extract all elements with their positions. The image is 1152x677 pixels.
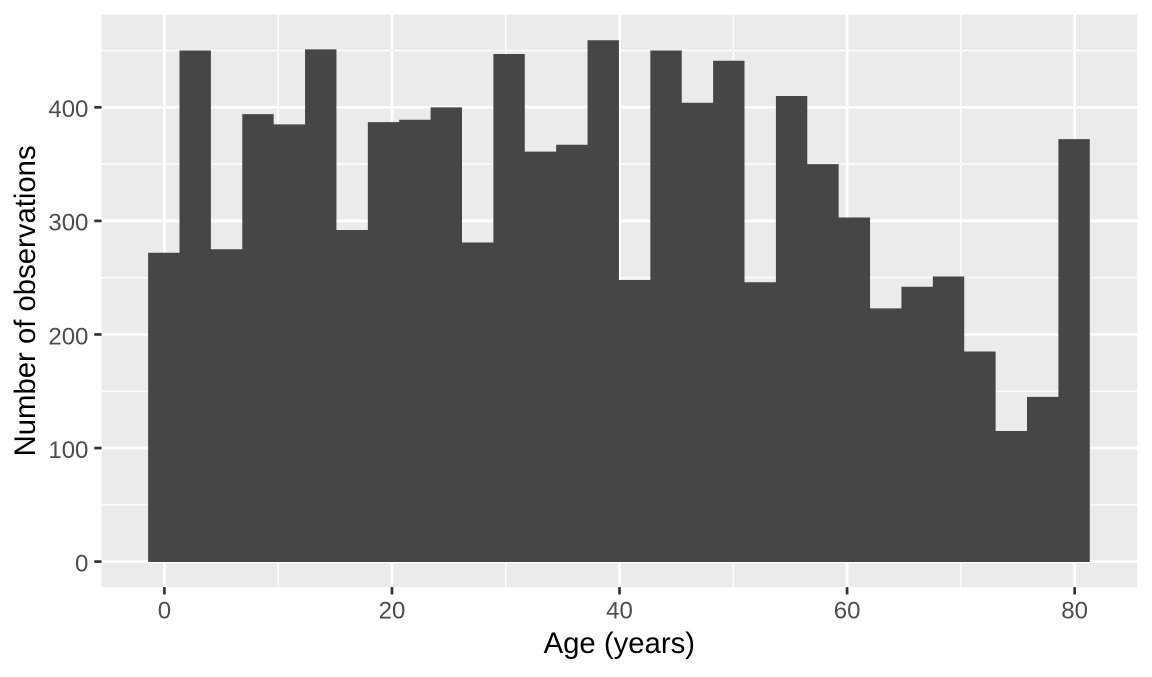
svg-text:100: 100 (48, 437, 88, 464)
svg-text:60: 60 (834, 598, 861, 625)
svg-text:0: 0 (75, 550, 88, 577)
svg-text:20: 20 (379, 598, 406, 625)
svg-text:Age (years): Age (years) (544, 627, 695, 660)
svg-text:400: 400 (48, 96, 88, 123)
svg-text:80: 80 (1061, 598, 1088, 625)
svg-text:40: 40 (606, 598, 633, 625)
svg-text:0: 0 (158, 598, 171, 625)
svg-text:300: 300 (48, 210, 88, 237)
svg-text:200: 200 (48, 323, 88, 350)
svg-text:Number of observations: Number of observations (9, 145, 42, 456)
